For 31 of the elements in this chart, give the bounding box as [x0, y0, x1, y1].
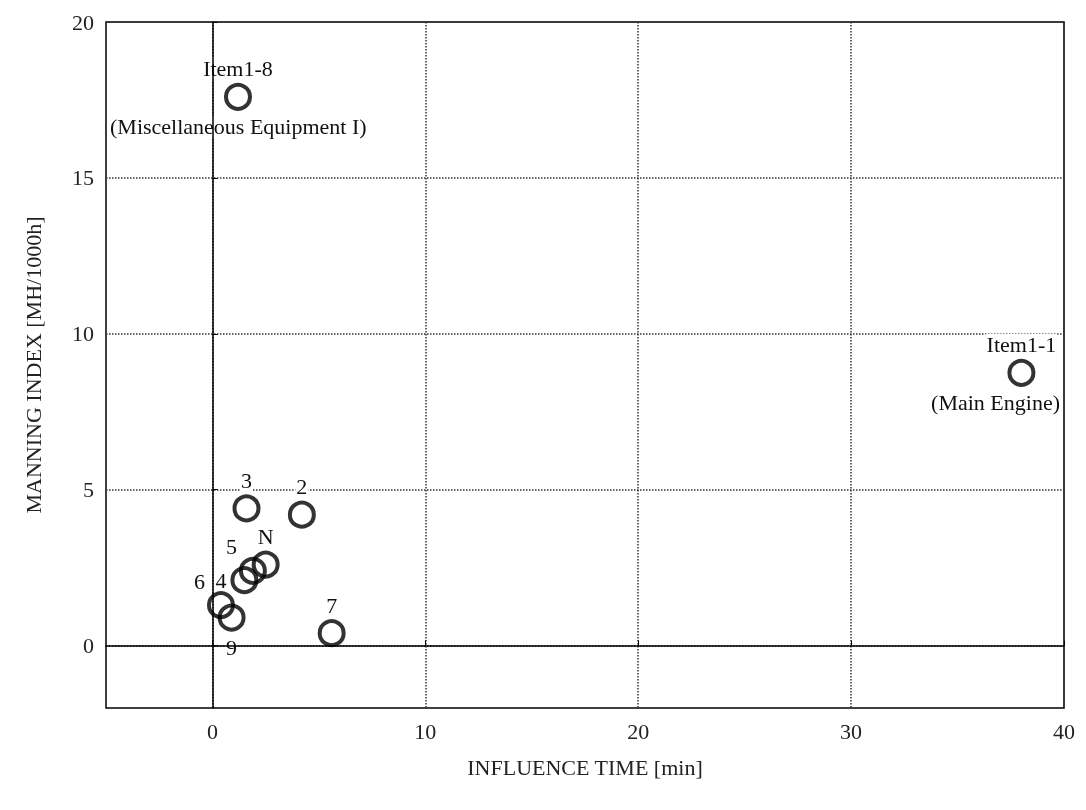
annotation: 5 — [225, 534, 237, 560]
annotation: Item1-1 — [986, 332, 1057, 358]
point — [251, 550, 280, 579]
point — [224, 82, 252, 111]
annotation: 6 — [193, 568, 205, 594]
point — [1007, 358, 1036, 387]
annotation: 7 — [326, 592, 338, 618]
annotation: 2 — [296, 474, 308, 500]
annotation: 4 — [215, 567, 227, 593]
x-tick-label: 0 — [206, 718, 218, 744]
y-axis-title: MANNING INDEX [MH/1000h] — [20, 216, 46, 514]
point — [230, 566, 259, 595]
y-tick-label: 10 — [72, 321, 94, 347]
x-axis-title: INFLUENCE TIME [min] — [467, 754, 703, 780]
y-tick-label: 0 — [83, 633, 94, 659]
x-tick-label: 30 — [840, 718, 863, 744]
x-tick-label: 40 — [1053, 718, 1075, 744]
y-tick-label: 15 — [72, 165, 94, 191]
point — [217, 603, 246, 632]
point — [238, 556, 267, 585]
point — [287, 500, 316, 529]
annotation: 3 — [241, 467, 253, 493]
y-tick-label: 20 — [72, 9, 94, 35]
x-tick-label: 10 — [414, 718, 437, 744]
point — [232, 494, 261, 523]
annotation: (Main Engine) — [931, 390, 1060, 416]
point — [206, 591, 235, 620]
point — [317, 619, 346, 648]
y-tick-label: 5 — [83, 477, 94, 503]
annotation: N — [257, 524, 274, 550]
x-tick-label: 20 — [627, 718, 650, 744]
